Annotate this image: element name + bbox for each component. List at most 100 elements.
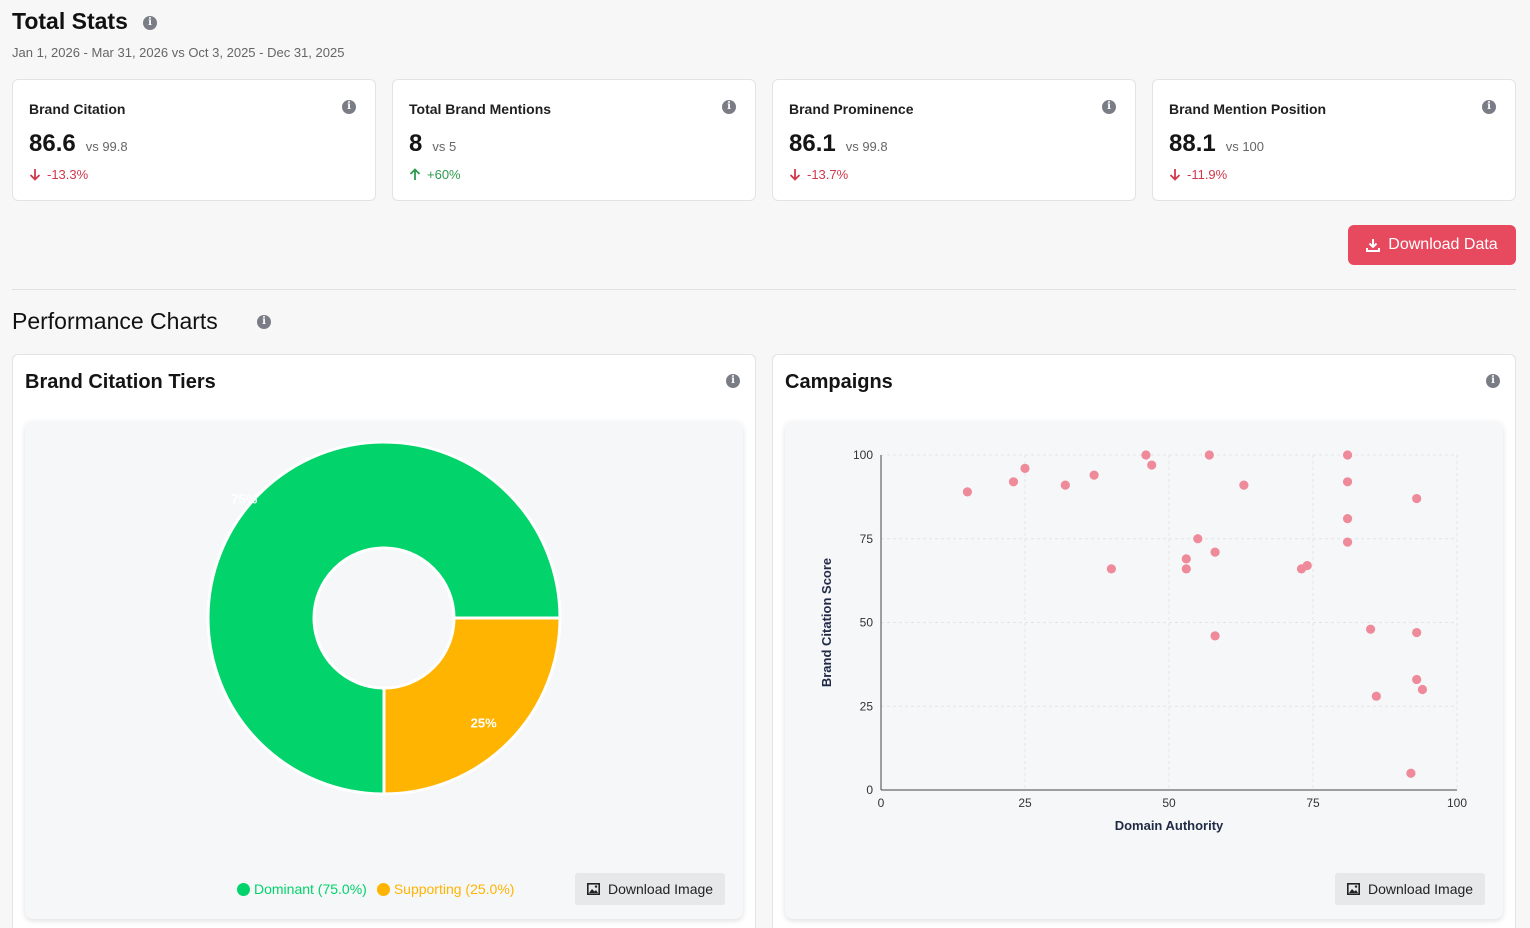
page-title: Total Stats — [12, 8, 128, 34]
stat-delta: -13.3% — [29, 167, 88, 182]
date-range: Jan 1, 2026 - Mar 31, 2026 vs Oct 3, 202… — [12, 45, 345, 60]
arrow-down-icon — [789, 169, 801, 181]
x-axis-label: Domain Authority — [1115, 818, 1224, 833]
legend-swatch — [237, 882, 250, 896]
scatter-point[interactable] — [1210, 631, 1220, 641]
legend-label: Supporting (25.0%) — [393, 881, 515, 897]
scatter-point[interactable] — [1342, 450, 1353, 460]
stat-card-brand-citation: Brand Citation i 86.6 vs 99.8 -13.3% — [12, 79, 376, 201]
y-tick-label: 50 — [860, 616, 874, 630]
scatter-point[interactable] — [1204, 450, 1214, 460]
legend-swatch — [376, 882, 390, 896]
scatter-chart-container: 0 25 50 75 100 0 25 50 75 100 Domain Authority Bran… — [785, 421, 1503, 919]
y-tick-label: 100 — [853, 448, 873, 462]
scatter-point[interactable] — [1060, 480, 1070, 490]
scatter-point[interactable] — [1342, 537, 1353, 547]
donut-chart-container: 75% 25% Dominant (75.0%) Supporting (25.0… — [25, 421, 743, 919]
x-tick-label: 0 — [878, 796, 885, 810]
stat-value: 88.1 vs 100 — [1169, 130, 1265, 157]
info-icon[interactable]: i — [722, 100, 736, 114]
scatter-point[interactable] — [1342, 514, 1353, 524]
stat-delta: +60% — [409, 167, 461, 182]
stat-compare: vs 99.8 — [85, 139, 128, 154]
image-icon — [587, 883, 600, 895]
panel-title: Brand Citation Tiers — [25, 371, 216, 393]
stat-card-brand-mention-position: Brand Mention Position i 88.1 vs 100 -11.… — [1152, 79, 1516, 201]
slice-label: 25% — [471, 716, 497, 731]
x-tick-label: 25 — [1018, 796, 1032, 810]
stat-compare: vs 100 — [1225, 139, 1265, 154]
stat-value: 86.1 vs 99.8 — [789, 130, 888, 157]
stat-compare: vs 99.8 — [845, 139, 888, 154]
info-icon[interactable]: i — [1486, 374, 1500, 388]
arrow-down-icon — [29, 169, 41, 181]
x-tick-label: 100 — [1447, 796, 1467, 810]
scatter-point[interactable] — [1406, 768, 1416, 778]
download-image-button[interactable]: Download Image — [575, 873, 726, 905]
scatter-point[interactable] — [1302, 560, 1312, 571]
stat-card-brand-prominence: Brand Prominence i 86.1 vs 99.8 -13.7% — [772, 79, 1136, 201]
panel-title: Campaigns — [785, 371, 893, 393]
stat-delta: -13.7% — [789, 167, 848, 182]
stat-label: Brand Citation — [29, 101, 126, 117]
stat-value: 8 vs 5 — [409, 130, 457, 157]
scatter-point[interactable] — [1412, 627, 1422, 638]
info-icon[interactable]: i — [1102, 100, 1116, 114]
stat-label: Brand Mention Position — [1169, 101, 1327, 117]
scatter-point[interactable] — [1342, 477, 1353, 487]
stat-compare: vs 5 — [432, 139, 457, 154]
legend-item-dominant[interactable]: Dominant (75.0%) — [237, 881, 367, 897]
download-icon — [1366, 239, 1381, 252]
info-icon[interactable]: i — [342, 100, 356, 114]
stat-label: Total Brand Mentions — [409, 101, 552, 117]
image-icon — [1347, 883, 1360, 895]
brand-citation-tiers-panel: Brand Citation Tiers i 75% 25% Dominant (… — [12, 354, 756, 928]
scatter-point[interactable] — [1141, 450, 1151, 460]
scatter-point[interactable] — [1371, 691, 1381, 701]
pie-slice-supporting[interactable] — [382, 616, 562, 796]
scatter-point[interactable] — [1366, 624, 1376, 634]
scatter-point[interactable] — [1417, 684, 1428, 695]
y-axis-label: Brand Citation Score — [819, 558, 834, 687]
stat-label: Brand Prominence — [789, 101, 914, 117]
x-tick-label: 75 — [1306, 796, 1320, 810]
info-icon[interactable]: i — [726, 374, 740, 388]
scatter-point[interactable] — [1181, 564, 1191, 574]
scatter-point[interactable] — [1210, 547, 1220, 557]
campaigns-panel: Campaigns i 0 25 50 75 100 0 25 50 75 100 Domain A… — [772, 354, 1516, 928]
y-tick-label: 25 — [860, 699, 874, 713]
scatter-point[interactable] — [1193, 534, 1203, 544]
scatter-point[interactable] — [1106, 564, 1116, 574]
donut-chart: 75% 25% — [206, 440, 562, 796]
scatter-point[interactable] — [1412, 493, 1422, 504]
divider — [12, 289, 1516, 290]
scatter-chart: 0 25 50 75 100 0 25 50 75 100 Domain Authority Bran… — [819, 448, 1467, 833]
scatter-point[interactable] — [1147, 460, 1157, 470]
scatter-point[interactable] — [1020, 463, 1030, 473]
arrow-up-icon — [409, 168, 421, 180]
scatter-point[interactable] — [1008, 477, 1019, 487]
pie-slice-dominant[interactable] — [206, 440, 562, 796]
scatter-point[interactable] — [1239, 480, 1249, 490]
scatter-point[interactable] — [1089, 470, 1099, 480]
download-data-button[interactable]: Download Data — [1348, 225, 1516, 265]
y-tick-label: 75 — [860, 532, 874, 546]
scatter-point[interactable] — [962, 487, 972, 497]
y-tick-label: 0 — [866, 783, 873, 797]
x-tick-label: 50 — [1162, 796, 1176, 810]
stat-value: 86.6 vs 99.8 — [29, 130, 128, 157]
info-icon[interactable]: i — [257, 315, 271, 329]
chart-legend: Dominant (75.0%) Supporting (25.0%) — [237, 881, 514, 897]
scatter-point[interactable] — [1181, 554, 1191, 564]
section-title: Performance Charts — [12, 308, 218, 334]
scatter-point[interactable] — [1412, 674, 1422, 685]
info-icon[interactable]: i — [143, 16, 157, 30]
download-image-button[interactable]: Download Image — [1335, 873, 1486, 905]
arrow-down-icon — [1169, 169, 1181, 181]
info-icon[interactable]: i — [1482, 100, 1496, 114]
stat-delta: -11.9% — [1169, 167, 1227, 182]
stat-card-total-brand-mentions: Total Brand Mentions i 8 vs 5 +60% — [392, 79, 756, 201]
legend-item-supporting[interactable]: Supporting (25.0%) — [376, 881, 515, 897]
legend-label: Dominant (75.0%) — [254, 881, 367, 897]
slice-label: 75% — [231, 491, 257, 506]
